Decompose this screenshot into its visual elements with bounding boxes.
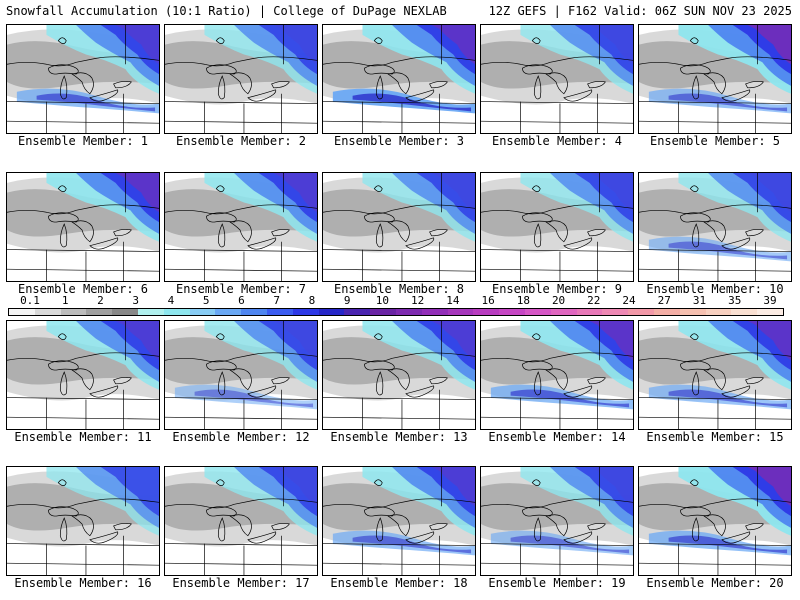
colorbar-swatch xyxy=(163,309,190,315)
ensemble-member-map xyxy=(638,320,792,430)
colorbar-swatch xyxy=(9,309,35,315)
ensemble-member-label: Ensemble Member: 6 xyxy=(17,282,149,296)
ensemble-member-label: Ensemble Member: 19 xyxy=(488,576,626,590)
ensemble-member-map xyxy=(6,466,160,576)
colorbar-swatch xyxy=(112,309,138,315)
colorbar-swatch xyxy=(550,309,577,315)
colorbar-swatch xyxy=(60,309,87,315)
colorbar-tick-label: 39 xyxy=(763,294,777,307)
colorbar-swatch xyxy=(137,309,164,315)
colorbar-tick-label: 31 xyxy=(692,294,707,307)
colorbar-swatch xyxy=(318,309,345,315)
colorbar-tick-label: 27 xyxy=(657,294,671,307)
colorbar-swatch xyxy=(628,309,654,315)
ensemble-member-map xyxy=(164,466,318,576)
ensemble-member-label: Ensemble Member: 9 xyxy=(491,282,623,296)
colorbar-swatch xyxy=(86,309,113,315)
colorbar-tick-label: 3 xyxy=(132,294,140,307)
colorbar-tick-label: 0.1 xyxy=(20,294,40,307)
ensemble-member-map xyxy=(480,24,634,134)
ensemble-member-map xyxy=(322,466,476,576)
colorbar-swatch xyxy=(447,309,474,315)
ensemble-member-map xyxy=(164,172,318,282)
colorbar-swatch xyxy=(34,309,61,315)
colorbar-swatch xyxy=(499,309,525,315)
ensemble-member-map xyxy=(6,320,160,430)
colorbar-swatch xyxy=(189,309,216,315)
colorbar-swatch xyxy=(266,309,293,315)
colorbar-labels: 0.1 1 2 3 4 5 6 7 8 9 10 12 14 16 18 20 22 24 27 31 35 39 xyxy=(8,295,784,307)
ensemble-member-label: Ensemble Member: 20 xyxy=(646,576,784,590)
ensemble-member-map xyxy=(6,24,160,134)
ensemble-member-label: Ensemble Member: 17 xyxy=(172,576,310,590)
colorbar-swatch xyxy=(757,309,783,315)
colorbar-swatch xyxy=(679,309,706,315)
colorbar xyxy=(8,308,784,316)
colorbar-swatch xyxy=(524,309,551,315)
ensemble-member-map xyxy=(480,172,634,282)
ensemble-member-label: Ensemble Member: 14 xyxy=(488,430,626,444)
colorbar-tick-label: 35 xyxy=(728,294,742,307)
colorbar-tick-label: 22 xyxy=(587,294,601,307)
colorbar-swatch xyxy=(653,309,680,315)
ensemble-member-label: Ensemble Member: 3 xyxy=(333,134,465,148)
colorbar-swatch xyxy=(241,309,267,315)
ensemble-member-label: Ensemble Member: 12 xyxy=(172,430,310,444)
ensemble-member-map xyxy=(322,172,476,282)
colorbar-tick-label: 24 xyxy=(622,294,636,307)
colorbar-swatch xyxy=(421,309,448,315)
ensemble-member-map xyxy=(322,320,476,430)
colorbar-tick-label: 9 xyxy=(343,294,351,307)
colorbar-tick-label: 12 xyxy=(410,294,425,307)
colorbar-tick-label: 14 xyxy=(446,294,460,307)
ensemble-member-map xyxy=(322,24,476,134)
colorbar-tick-label: 8 xyxy=(308,294,316,307)
colorbar-swatch xyxy=(473,309,500,315)
colorbar-swatch xyxy=(576,309,603,315)
ensemble-member-label: Ensemble Member: 13 xyxy=(330,430,468,444)
header-valid-time: 12Z GEFS | F162 Valid: 06Z SUN NOV 23 20… xyxy=(488,4,792,18)
colorbar-tick-label: 20 xyxy=(551,294,566,307)
ensemble-member-label: Ensemble Member: 10 xyxy=(646,282,784,296)
ensemble-member-label: Ensemble Member: 5 xyxy=(649,134,781,148)
ensemble-member-label: Ensemble Member: 7 xyxy=(175,282,307,296)
ensemble-member-label: Ensemble Member: 11 xyxy=(14,430,152,444)
colorbar-tick-label: 18 xyxy=(516,294,530,307)
colorbar-tick-label: 5 xyxy=(202,294,210,307)
ensemble-member-map xyxy=(480,466,634,576)
ensemble-member-label: Ensemble Member: 2 xyxy=(175,134,307,148)
colorbar-swatch xyxy=(370,309,396,315)
colorbar-tick-label: 1 xyxy=(61,294,69,307)
ensemble-member-label: Ensemble Member: 15 xyxy=(646,430,784,444)
ensemble-member-map xyxy=(164,24,318,134)
ensemble-member-map xyxy=(164,320,318,430)
colorbar-swatch xyxy=(292,309,319,315)
colorbar-tick-label: 10 xyxy=(375,294,389,307)
ensemble-member-map xyxy=(6,172,160,282)
colorbar-swatch xyxy=(705,309,732,315)
ensemble-member-label: Ensemble Member: 8 xyxy=(333,282,465,296)
ensemble-member-label: Ensemble Member: 18 xyxy=(330,576,468,590)
ensemble-member-map xyxy=(638,466,792,576)
header-title: Snowfall Accumulation (10:1 Ratio) | Col… xyxy=(6,4,447,18)
ensemble-member-map xyxy=(638,172,792,282)
ensemble-member-label: Ensemble Member: 16 xyxy=(14,576,152,590)
colorbar-swatch xyxy=(395,309,422,315)
colorbar-tick-label: 2 xyxy=(97,294,104,307)
ensemble-member-map xyxy=(480,320,634,430)
colorbar-swatch xyxy=(344,309,371,315)
colorbar-tick-label: 4 xyxy=(167,294,175,307)
colorbar-swatch xyxy=(602,309,629,315)
ensemble-member-map xyxy=(638,24,792,134)
ensemble-member-label: Ensemble Member: 1 xyxy=(17,134,149,148)
colorbar-tick-label: 16 xyxy=(481,294,495,307)
colorbar-swatch xyxy=(215,309,242,315)
ensemble-member-label: Ensemble Member: 4 xyxy=(491,134,623,148)
colorbar-tick-label: 7 xyxy=(273,294,280,307)
colorbar-swatch xyxy=(731,309,758,315)
colorbar-tick-label: 6 xyxy=(238,294,245,307)
